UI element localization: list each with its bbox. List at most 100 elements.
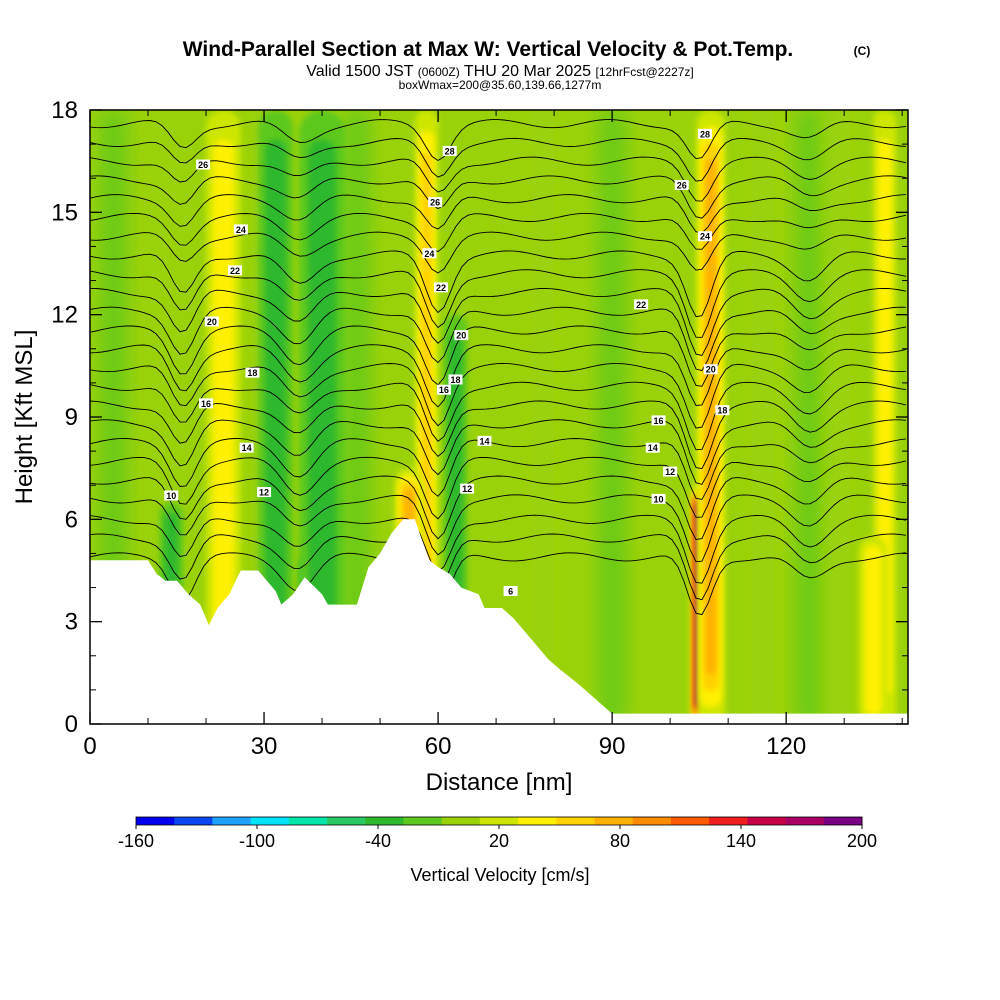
theta-label-text: 12 <box>665 467 675 477</box>
x-tick-label: 60 <box>425 733 452 760</box>
y-tick-label: 12 <box>51 302 78 329</box>
theta-label-bg <box>703 364 718 375</box>
colorbar-tick-label: -100 <box>239 831 275 851</box>
subtitle-zulu: (0600Z) <box>418 65 460 79</box>
theta-contour-line <box>90 194 907 234</box>
theta-label-bg <box>428 197 443 208</box>
y-tick-label: 15 <box>51 199 78 226</box>
y-tick-label: 6 <box>65 506 78 533</box>
theta-label: 22 <box>433 282 448 293</box>
theta-contour-line <box>90 552 907 616</box>
theta-label-bg <box>196 159 211 170</box>
terrain <box>90 519 908 724</box>
colorbar-swatch <box>632 817 672 825</box>
colorbar-swatch <box>747 817 787 825</box>
theta-label-bg <box>233 224 248 235</box>
theta-label-bg <box>448 374 463 385</box>
y-tick-label: 18 <box>51 97 78 124</box>
subtitle-fcst: [12hrFcst@2227z] <box>596 65 694 79</box>
theta-label-bg <box>436 384 451 395</box>
theta-label-bg <box>239 442 254 453</box>
theta-contour-line <box>90 119 907 162</box>
theta-labels: 610 1214161820222426101212141416161818202… <box>164 128 730 596</box>
colorbar-swatch <box>709 817 748 825</box>
theta-label: 24 <box>422 248 437 259</box>
theta-label-text: 22 <box>436 283 446 293</box>
theta-contour-line <box>90 231 907 274</box>
theta-label: 26 <box>674 180 689 191</box>
colorbar-tick-label: 140 <box>726 831 756 851</box>
theta-label: 22 <box>634 299 649 310</box>
chart-title: Wind-Parallel Section at Max W: Vertical… <box>183 38 794 61</box>
x-tick-label: 120 <box>766 733 806 760</box>
colorbar-tick-label: -160 <box>118 831 154 851</box>
theta-contour-line <box>90 456 907 520</box>
field-band <box>826 110 850 724</box>
theta-contour-line <box>90 212 907 253</box>
theta-label-text: 24 <box>700 232 710 242</box>
theta-label: 10 <box>651 493 666 504</box>
colorbar-swatch <box>518 817 557 825</box>
x-tick-label: 0 <box>83 733 96 760</box>
x-axis: 0 30 60 90 120 <box>83 110 903 760</box>
colorbar-swatch <box>479 817 519 825</box>
theta-label-bg <box>460 483 475 494</box>
theta-contour-line <box>90 381 907 451</box>
theta-label: 12 <box>460 483 475 494</box>
theta-label-bg <box>454 330 469 341</box>
theta-label-bg <box>715 405 730 416</box>
theta-label: 18 <box>448 374 463 385</box>
theta-label-bg <box>204 316 219 327</box>
colorbar-label: Vertical Velocity [cm/s] <box>410 865 589 885</box>
theta-label: 10 <box>164 490 179 501</box>
theta-label: 20 <box>454 330 469 341</box>
theta-label-text: 26 <box>198 160 208 170</box>
theta-label-bg <box>697 128 712 139</box>
theta-label-text: 18 <box>450 375 460 385</box>
theta-label: 16 <box>436 384 451 395</box>
colorbar-swatch <box>212 817 252 825</box>
theta-label: 18 <box>715 405 730 416</box>
theta-label-text: 26 <box>677 181 687 191</box>
theta-label: 14 <box>239 442 254 453</box>
theta-label: 28 <box>697 128 712 139</box>
colorbar: -160 -100 -40 20 80 140 200 <box>118 816 877 851</box>
theta-contour-line <box>90 475 907 540</box>
theta-label-text: 14 <box>242 443 252 453</box>
theta-label-bg <box>433 282 448 293</box>
colorbar-swatch <box>136 817 175 825</box>
theta-label-bg <box>477 435 492 446</box>
theta-label: 20 <box>204 316 219 327</box>
colorbar-tick-label: -40 <box>365 831 391 851</box>
theta-contour-line <box>90 494 907 563</box>
theta-label-text: 12 <box>259 488 269 498</box>
theta-label-text: 18 <box>717 406 727 416</box>
theta-label-text: 28 <box>445 146 455 156</box>
theta-label-bg <box>257 487 272 498</box>
theta-contour-line <box>90 137 907 182</box>
colorbar-swatch <box>441 817 481 825</box>
theta-label-text: 16 <box>439 385 449 395</box>
updraft-column <box>212 139 234 695</box>
chart-subtitle-2: boxWmax=200@35.60,139.66,1277m <box>399 78 602 92</box>
subtitle-valid: Valid 1500 JST <box>306 63 414 80</box>
theta-contour-line <box>90 156 907 202</box>
theta-label-bg <box>503 585 518 596</box>
theta-contour-line <box>90 344 907 408</box>
theta-label: 20 <box>703 364 718 375</box>
theta-label-bg <box>442 145 457 156</box>
theta-contour-line <box>90 250 906 318</box>
theta-label: 12 <box>663 466 678 477</box>
theta-contour-line <box>90 175 907 219</box>
theta-contour-line <box>90 419 907 485</box>
field-band <box>345 110 369 724</box>
terrain-base <box>90 713 908 724</box>
theta-label: 12 <box>257 487 272 498</box>
theta-label-bg <box>697 231 712 242</box>
theta-label-text: 26 <box>430 198 440 208</box>
theta-contour-line <box>90 287 907 357</box>
theta-label: 6 <box>503 585 518 596</box>
theta-label-text: 20 <box>207 317 217 327</box>
colorbar-swatch <box>174 817 213 825</box>
